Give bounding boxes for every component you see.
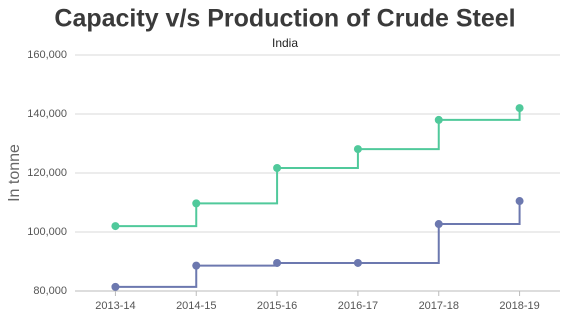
x-tick-label: 2015-16 — [257, 300, 297, 312]
x-tick-label: 2018-19 — [499, 300, 539, 312]
chart-subtitle: India — [272, 36, 298, 50]
series-line — [115, 201, 521, 288]
x-tick-label: 2017-18 — [419, 300, 459, 312]
y-axis-label: In tonne — [6, 144, 23, 202]
y-tick-label: 120,000 — [27, 167, 67, 179]
y-tick-label: 160,000 — [27, 49, 67, 61]
data-point — [515, 197, 524, 206]
series-line — [115, 108, 521, 228]
data-point — [111, 222, 120, 231]
data-point — [192, 199, 201, 208]
data-point — [434, 220, 443, 229]
y-tick-label: 100,000 — [27, 226, 67, 238]
data-point — [515, 104, 524, 113]
x-tick-label: 2013-14 — [95, 300, 135, 312]
data-point — [192, 261, 201, 270]
data-point — [353, 258, 362, 267]
y-tick-label: 140,000 — [27, 108, 67, 120]
data-point — [273, 258, 282, 267]
y-tick-label: 80,000 — [33, 285, 67, 297]
data-point — [353, 145, 362, 154]
data-point — [273, 163, 282, 172]
data-point — [434, 115, 443, 124]
x-tick-label: 2016-17 — [338, 300, 378, 312]
data-point — [111, 282, 120, 291]
chart-title: Capacity v/s Production of Crude Steel — [54, 5, 515, 33]
x-tick-label: 2014-15 — [176, 300, 216, 312]
